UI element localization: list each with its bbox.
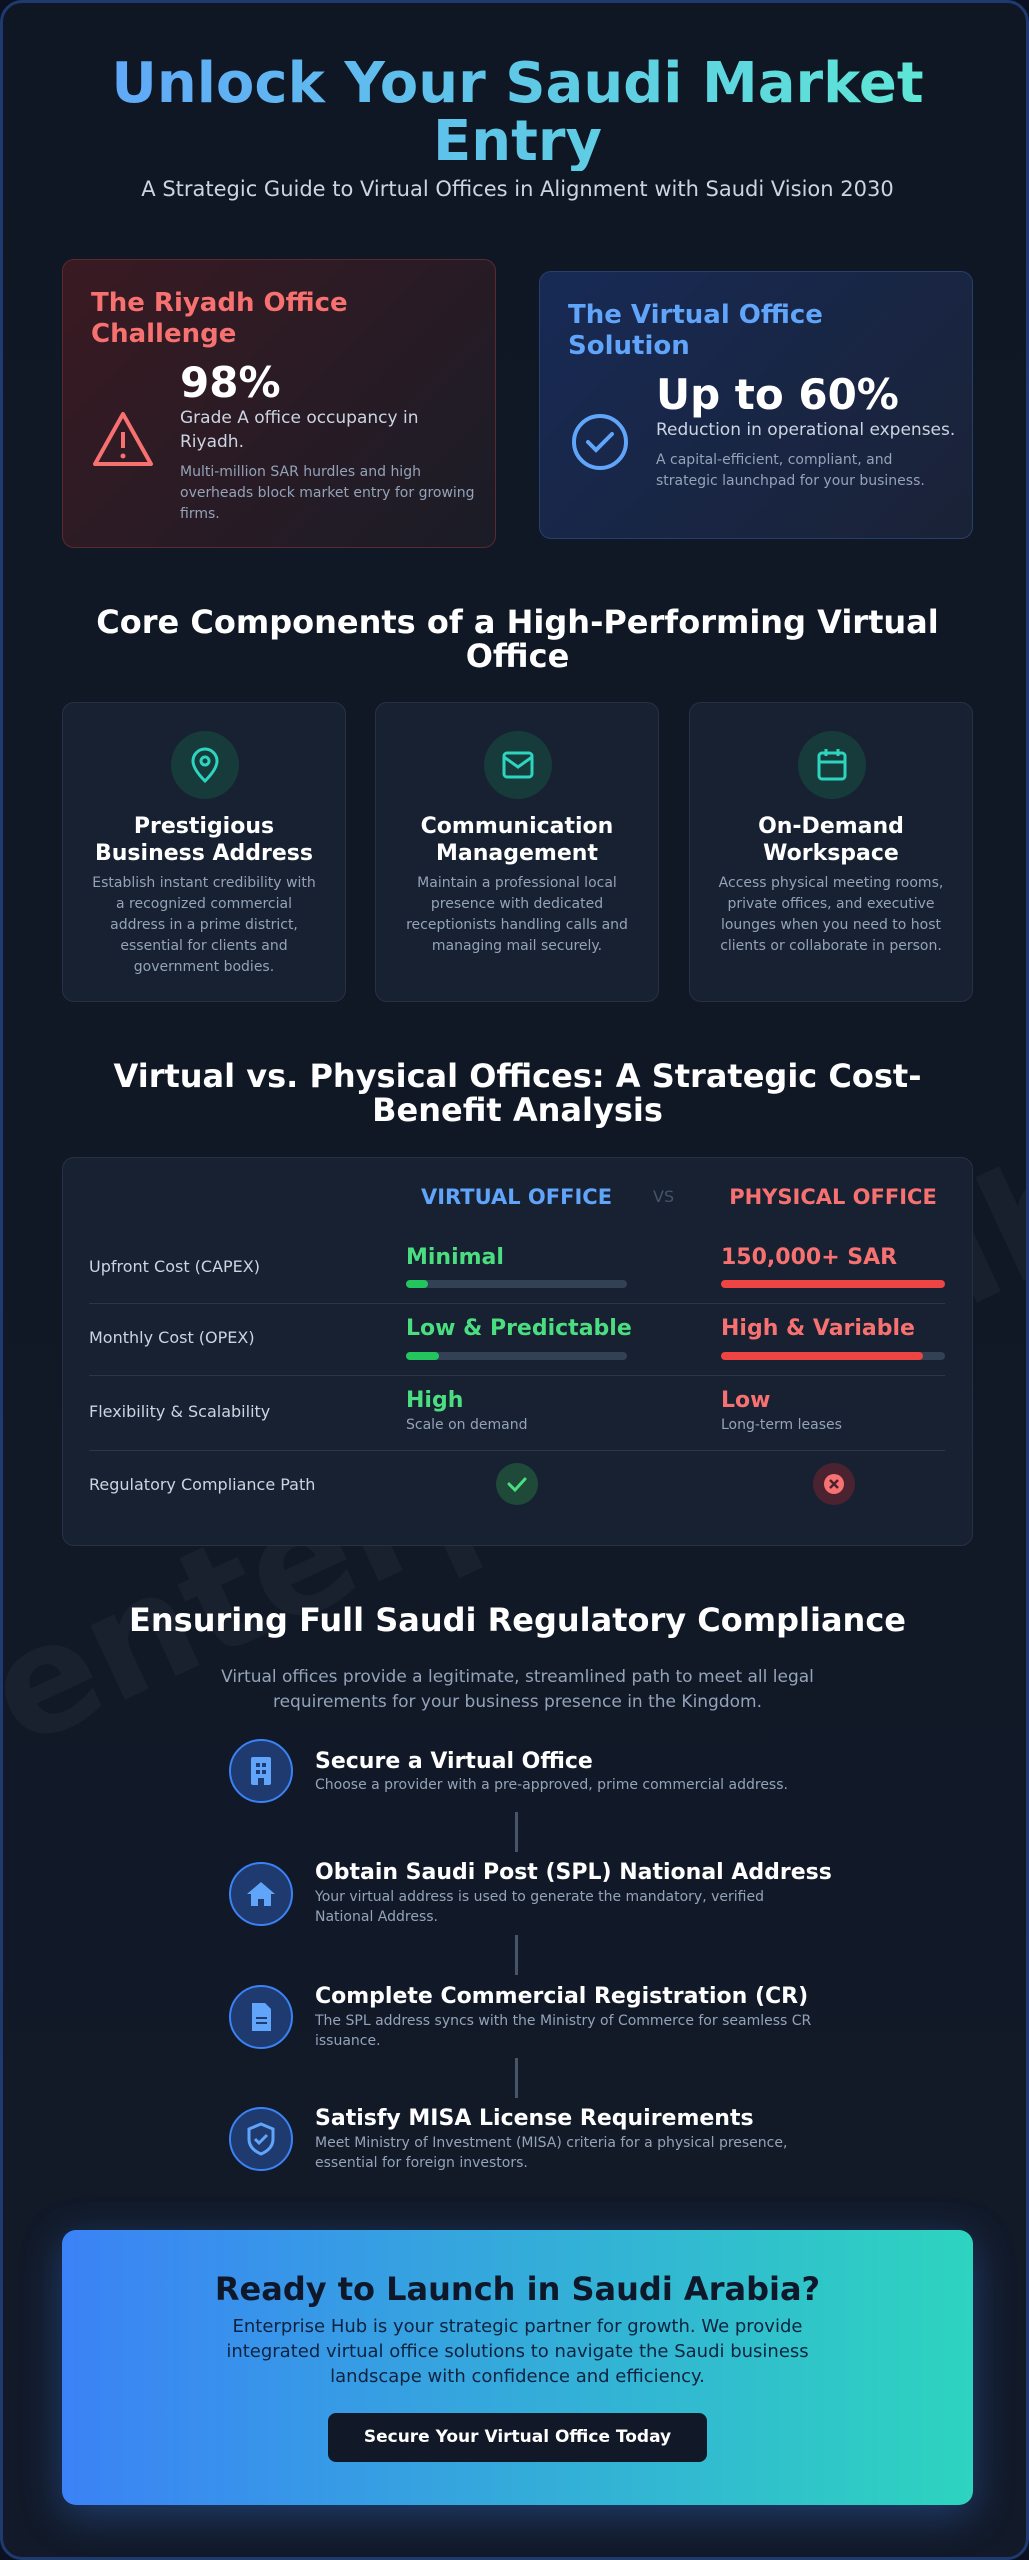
cross-badge [813,1463,855,1505]
row-separator [89,1303,945,1304]
pin-icon [171,731,239,799]
virtual-note: Scale on demand [406,1417,528,1433]
physical-value: 150,000+ SAR [721,1245,898,1270]
subtitle: A Strategic Guide to Virtual Offices in … [141,177,894,201]
step-text: Your virtual address is used to generate… [315,1889,764,1925]
virtual-value: Minimal [406,1245,504,1270]
mail-icon [484,731,552,799]
component-text: Maintain a professional local presence w… [406,875,628,954]
step-title: Satisfy MISA License Requirements [315,2106,754,2131]
bar-fill [406,1352,440,1360]
section-heading: Ensuring Full Saudi Regulatory Complianc… [129,1601,906,1639]
component-text: Establish instant credibility with a rec… [92,875,316,975]
bar-fill [406,1280,429,1288]
challenge-card: The Riyadh Office Challenge 98% Grade A … [62,259,496,548]
bar-track [721,1352,945,1360]
component-title: On-Demand Workspace [758,814,904,866]
step-icon [229,1739,293,1803]
card-title: The Riyadh Office Challenge [91,288,348,349]
cta-text: Enterprise Hub is your strategic partner… [226,2316,809,2387]
row-separator [89,1450,945,1451]
card-note: A capital-efficient, compliant, and stra… [656,452,925,489]
step-connector [515,1935,518,1975]
component-card: Prestigious Business Address Establish in… [62,702,346,1002]
cta-button[interactable]: Secure Your Virtual Office Today [328,2413,707,2462]
check-icon [572,414,628,470]
step-icon [229,1862,293,1926]
step-text: The SPL address syncs with the Ministry … [315,2013,812,2049]
section-heading: Virtual vs. Physical Offices: A Strategi… [113,1057,922,1129]
virtual-value: Low & Predictable [406,1316,632,1341]
card-note: Multi-million SAR hurdles and high overh… [180,464,475,522]
step-icon [229,2107,293,2171]
step-title: Secure a Virtual Office [315,1749,593,1774]
physical-note: Long-term leases [721,1417,842,1433]
stat: 98% [180,358,281,407]
page-title: Unlock Your Saudi Market Entry [63,55,972,171]
column-header: PHYSICAL OFFICE [729,1185,937,1209]
stat-label: Grade A office occupancy in Riyadh. [180,408,419,452]
column-header: VIRTUAL OFFICE [420,1185,613,1209]
step-connector [515,1812,518,1852]
row-separator [89,1375,945,1376]
row-label: Flexibility & Scalability [89,1402,271,1421]
row-label: Upfront Cost (CAPEX) [89,1257,260,1276]
component-card: Communication Management Maintain a profe… [375,702,659,1002]
bar-fill [721,1352,923,1360]
stat: Up to 60% [656,370,899,419]
step-text: Choose a provider with a pre-approved, p… [315,1777,788,1793]
bar-track [406,1352,627,1360]
column-vs: VS [653,1187,675,1206]
cta-title: Ready to Launch in Saudi Arabia? [214,2270,821,2308]
stat-label: Reduction in operational expenses. [656,420,956,440]
row-label: Monthly Cost (OPEX) [89,1328,255,1347]
step-icon [229,1985,293,2049]
step-connector [515,2058,518,2098]
component-title: Prestigious Business Address [95,814,313,866]
row-label: Regulatory Compliance Path [89,1475,316,1494]
section-heading: Core Components of a High-Performing Vir… [96,603,939,675]
calendar-icon [798,731,866,799]
cta-panel: Ready to Launch in Saudi Arabia? Enterpr… [62,2230,973,2505]
physical-value: Low [721,1388,771,1413]
section-intro: Virtual offices provide a legitimate, st… [221,1667,814,1712]
virtual-value: High [406,1388,464,1413]
step-title: Complete Commercial Registration (CR) [315,1984,809,2009]
component-text: Access physical meeting rooms, private o… [718,875,944,954]
step-text: Meet Ministry of Investment (MISA) crite… [315,2135,788,2171]
bar-track [406,1280,627,1288]
component-title: Communication Management [420,814,614,866]
component-card: On-Demand Workspace Access physical meeti… [689,702,973,1002]
card-title: The Virtual Office Solution [568,300,823,361]
warning-icon [93,412,153,466]
bar-fill [721,1280,945,1288]
step-title: Obtain Saudi Post (SPL) National Address [315,1860,832,1885]
solution-card: The Virtual Office Solution Up to 60% Re… [539,271,973,539]
check-badge [496,1463,538,1505]
physical-value: High & Variable [721,1316,915,1341]
